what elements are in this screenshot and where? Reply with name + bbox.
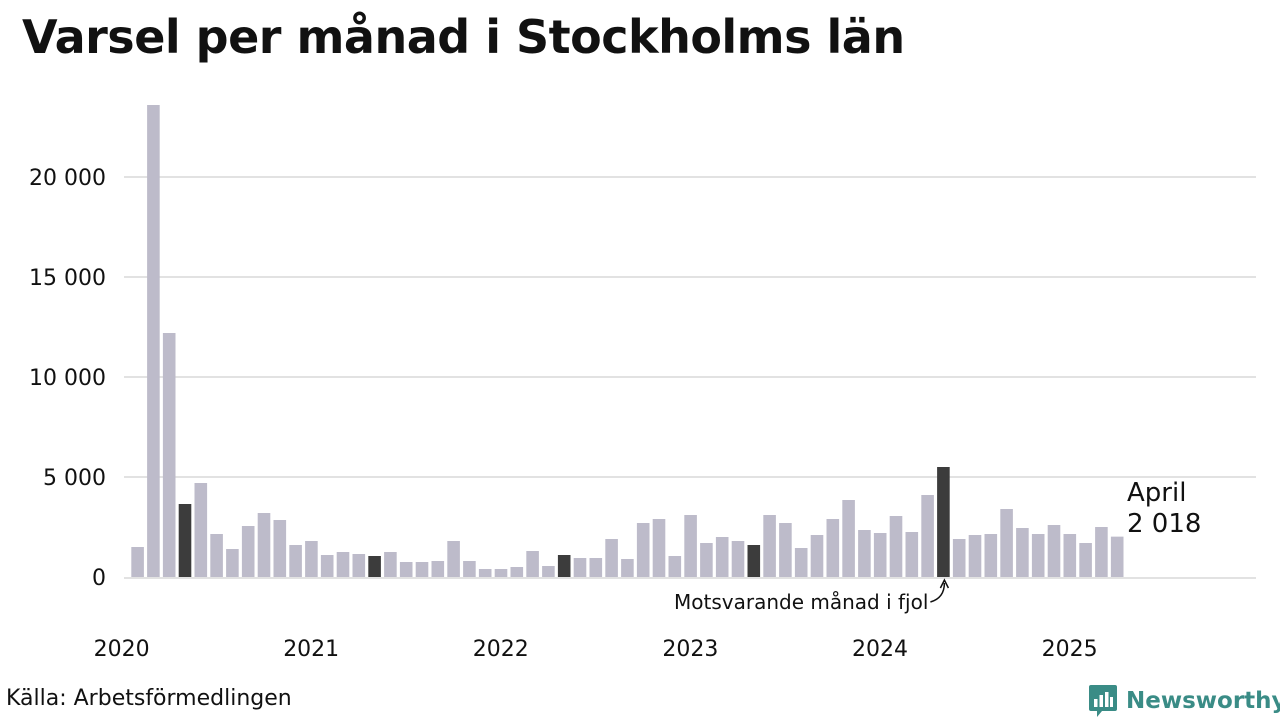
bar — [478, 569, 492, 577]
x-tick-label: 2021 — [283, 637, 339, 662]
bar — [889, 516, 903, 577]
annotation-label: Motsvarande månad i fjol — [674, 590, 928, 614]
x-tick-label: 2023 — [662, 637, 718, 662]
bar — [162, 333, 176, 577]
chart-title: Varsel per månad i Stockholms län — [22, 10, 905, 64]
bar — [463, 561, 476, 577]
bar — [557, 555, 571, 577]
bar — [731, 541, 745, 577]
y-tick-label: 15 000 — [29, 266, 106, 291]
y-tick-label: 10 000 — [29, 366, 106, 391]
bar — [1016, 528, 1029, 577]
bar — [1079, 543, 1092, 577]
bar — [1047, 525, 1061, 577]
bar — [937, 467, 950, 577]
bar — [621, 559, 634, 577]
bar — [257, 513, 271, 577]
bar — [494, 569, 508, 577]
bar — [526, 551, 539, 577]
bar — [842, 500, 855, 577]
bar — [368, 556, 381, 577]
bar — [289, 545, 302, 577]
bar — [794, 548, 808, 577]
brand-name: Newsworthy — [1126, 688, 1280, 714]
bar — [1000, 509, 1013, 577]
x-tick-label: 2020 — [94, 637, 150, 662]
bar — [305, 541, 318, 577]
bar — [273, 520, 287, 577]
source-note: Källa: Arbetsförmedlingen — [6, 686, 292, 711]
bar — [415, 562, 429, 577]
bar — [668, 556, 682, 577]
bar — [447, 541, 460, 577]
x-axis-ticks: 2020 2021 2022 2023 2024 2025 — [94, 637, 1098, 662]
bar — [352, 554, 366, 577]
bar — [636, 523, 650, 577]
bar — [826, 519, 840, 577]
bar — [873, 533, 887, 577]
bar — [589, 558, 603, 577]
bar — [226, 549, 239, 577]
y-tick-label: 0 — [92, 566, 106, 591]
y-tick-label: 5 000 — [43, 466, 106, 491]
bar — [147, 105, 160, 577]
bar — [810, 535, 824, 577]
bar — [1031, 534, 1045, 577]
bar — [241, 526, 255, 577]
bar — [384, 552, 397, 577]
bar — [905, 532, 919, 577]
bar — [431, 561, 445, 577]
bar — [984, 534, 998, 577]
bar — [700, 543, 713, 577]
bar — [858, 530, 871, 577]
bar — [921, 495, 934, 577]
bar — [763, 515, 776, 577]
bars — [131, 105, 1124, 577]
x-tick-label: 2025 — [1042, 637, 1098, 662]
bar — [1095, 527, 1108, 577]
bar — [131, 547, 144, 577]
highlight-month-label: April — [1127, 478, 1186, 508]
bar — [510, 567, 524, 577]
bar — [952, 539, 966, 577]
bar — [779, 523, 792, 577]
bar — [1110, 536, 1124, 577]
bar — [715, 537, 729, 577]
grid-lines — [124, 176, 1256, 478]
bar — [178, 504, 192, 577]
x-tick-label: 2024 — [852, 637, 908, 662]
bar — [747, 545, 761, 577]
bar — [684, 515, 697, 577]
annotation-arrowhead — [939, 578, 950, 589]
newsworthy-logo-icon — [1089, 685, 1117, 717]
bar — [336, 552, 350, 577]
x-tick-label: 2022 — [473, 637, 529, 662]
y-tick-label: 20 000 — [29, 166, 106, 191]
bar — [399, 562, 413, 577]
bar — [968, 535, 982, 577]
bar — [542, 566, 555, 577]
bar — [1063, 534, 1077, 577]
highlight-value-label: 2 018 — [1127, 509, 1201, 539]
y-axis-ticks: 0 5 000 10 000 15 000 20 000 — [29, 166, 106, 591]
bar — [194, 483, 208, 577]
bar — [605, 539, 618, 577]
bar — [652, 519, 666, 577]
annotation-arrow — [930, 582, 946, 603]
bar — [320, 555, 334, 577]
newsworthy-logo: Newsworthy — [1088, 684, 1280, 718]
bar — [573, 558, 587, 577]
bar — [210, 534, 223, 577]
